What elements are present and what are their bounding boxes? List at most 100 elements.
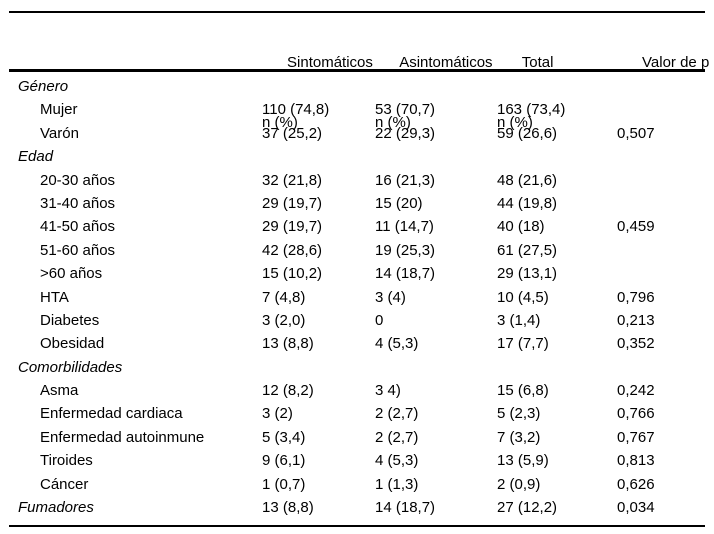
cell-asintomaticos: 15 (20) [375,194,423,212]
cell-total: 44 (19,8) [497,194,558,212]
table-body: Género Mujer 110 (74,8) 53 (70,7) 163 (7… [9,72,705,528]
cell-sintomaticos: 1 (0,7) [262,475,306,493]
column-header-empty [9,18,262,69]
row-label: Enfermedad autoinmune [40,428,205,446]
cell-asintomaticos: 4 (5,3) [375,452,419,470]
cell-sintomaticos: 37 (25,2) [262,124,323,142]
cell-sintomaticos: 5 (3,4) [262,428,306,446]
statistics-table: Sintomáticos n (%) Asintomáticos n (%) T… [9,11,709,528]
cell-asintomaticos: 2 (2,7) [375,428,419,446]
cell-total: 40 (18) [497,218,545,236]
cell-total: 29 (13,1) [497,265,558,283]
cell-sintomaticos: 13 (8,8) [262,499,314,517]
cell-total: 7 (3,2) [497,428,541,446]
cell-sintomaticos: 32 (21,8) [262,171,323,189]
cell-asintomaticos: 19 (25,3) [375,241,436,259]
row-label: Comorbilidades [18,358,123,376]
column-label: Sintomáticos [287,54,373,71]
cell-total: 48 (21,6) [497,171,558,189]
cell-sintomaticos: 3 (2,0) [262,311,306,329]
table-row: Enfermedad autoinmune 5 (3,4) 2 (2,7) 7 … [9,426,705,449]
column-header-asintomaticos: Asintomáticos n (%) [375,18,497,131]
cell-total: 3 (1,4) [497,311,541,329]
cell-sintomaticos: 110 (74,8) [262,101,330,119]
cell-total: 59 (26,6) [497,124,558,142]
cell-asintomaticos: 14 (18,7) [375,265,436,283]
table-row: Obesidad 13 (8,8) 4 (5,3) 17 (7,7) 0,352 [9,332,705,355]
table-row: Asma 12 (8,2) 3 4) 15 (6,8) 0,242 [9,379,705,402]
cell-total: 27 (12,2) [497,499,558,517]
column-label: Asintomáticos [399,54,493,71]
table-row: Edad [9,145,705,168]
row-label: Género [18,78,69,95]
column-label: Valor de p [642,54,710,71]
cell-total: 15 (6,8) [497,382,549,400]
cell-sintomaticos: 29 (19,7) [262,218,323,236]
row-label: Tiroides [40,452,93,470]
row-label: Edad [18,148,54,166]
column-sublabel: n (%) [497,114,533,131]
cell-p-value: 0,242 [617,382,655,400]
cell-asintomaticos: 53 (70,7) [375,101,436,119]
cell-sintomaticos: 29 (19,7) [262,194,323,212]
table-row: 41-50 años 29 (19,7) 11 (14,7) 40 (18) 0… [9,215,705,238]
row-label: Varón [40,124,79,142]
cell-total: 61 (27,5) [497,241,558,259]
cell-total: 10 (4,5) [497,288,549,306]
cell-sintomaticos: 42 (28,6) [262,241,323,259]
cell-total: 2 (0,9) [497,475,541,493]
cell-p-value: 0,034 [617,499,655,517]
cell-sintomaticos: 3 (2) [262,405,293,423]
table-row: Tiroides 9 (6,1) 4 (5,3) 13 (5,9) 0,813 [9,449,705,472]
table-row: HTA 7 (4,8) 3 (4) 10 (4,5) 0,796 [9,286,705,309]
cell-p-value: 0,626 [617,475,655,493]
cell-sintomaticos: 12 (8,2) [262,382,314,400]
cell-total: 17 (7,7) [497,335,549,353]
cell-p-value: 0,767 [617,428,655,446]
table-row: Mujer 110 (74,8) 53 (70,7) 163 (73,4) [9,98,705,121]
row-label: Enfermedad cardiaca [40,405,183,423]
table-row: 20-30 años 32 (21,8) 16 (21,3) 48 (21,6) [9,169,705,192]
cell-sintomaticos: 9 (6,1) [262,452,306,470]
row-label: Obesidad [40,335,105,353]
cell-asintomaticos: 2 (2,7) [375,405,419,423]
cell-total: 163 (73,4) [497,101,566,119]
cell-asintomaticos: 3 4) [375,382,401,400]
cell-sintomaticos: 15 (10,2) [262,265,323,283]
row-label: 20-30 años [40,171,116,189]
column-header-total: Total n (%) [497,18,617,131]
cell-asintomaticos: 11 (14,7) [375,218,434,236]
cell-asintomaticos: 22 (29,3) [375,124,436,142]
row-label: Mujer [40,101,78,119]
row-label: HTA [40,288,69,306]
row-label: >60 años [40,265,103,283]
cell-total: 13 (5,9) [497,452,549,470]
row-label: Diabetes [40,311,100,329]
table-row: 51-60 años 42 (28,6) 19 (25,3) 61 (27,5) [9,239,705,262]
cell-asintomaticos: 0 [375,311,384,329]
column-header-valor-de-p: Valor de p [617,18,709,71]
row-label: Fumadores [18,499,94,517]
table-row: Varón 37 (25,2) 22 (29,3) 59 (26,6) 0,50… [9,122,705,145]
cell-asintomaticos: 4 (5,3) [375,335,419,353]
table-row: Género [9,75,705,98]
column-sublabel: n (%) [375,114,411,131]
cell-asintomaticos: 16 (21,3) [375,171,436,189]
row-label: Cáncer [40,475,89,493]
cell-p-value: 0,459 [617,218,655,236]
column-label: Total [521,54,554,71]
table-row: Enfermedad cardiaca 3 (2) 2 (2,7) 5 (2,3… [9,402,705,425]
cell-sintomaticos: 7 (4,8) [262,288,306,306]
table-row: Comorbilidades [9,356,705,379]
cell-p-value: 0,766 [617,405,655,423]
table-row: >60 años 15 (10,2) 14 (18,7) 29 (13,1) [9,262,705,285]
table-row: Cáncer 1 (0,7) 1 (1,3) 2 (0,9) 0,626 [9,473,705,496]
table-header: Sintomáticos n (%) Asintomáticos n (%) T… [9,11,709,131]
cell-p-value: 0,507 [617,124,655,142]
table-row: 31-40 años 29 (19,7) 15 (20) 44 (19,8) [9,192,705,215]
cell-p-value: 0,813 [617,452,655,470]
column-header-sintomaticos: Sintomáticos n (%) [262,18,375,131]
cell-total: 5 (2,3) [497,405,541,423]
cell-p-value: 0,796 [617,288,655,306]
table-row: Fumadores 13 (8,8) 14 (18,7) 27 (12,2) 0… [9,496,705,519]
